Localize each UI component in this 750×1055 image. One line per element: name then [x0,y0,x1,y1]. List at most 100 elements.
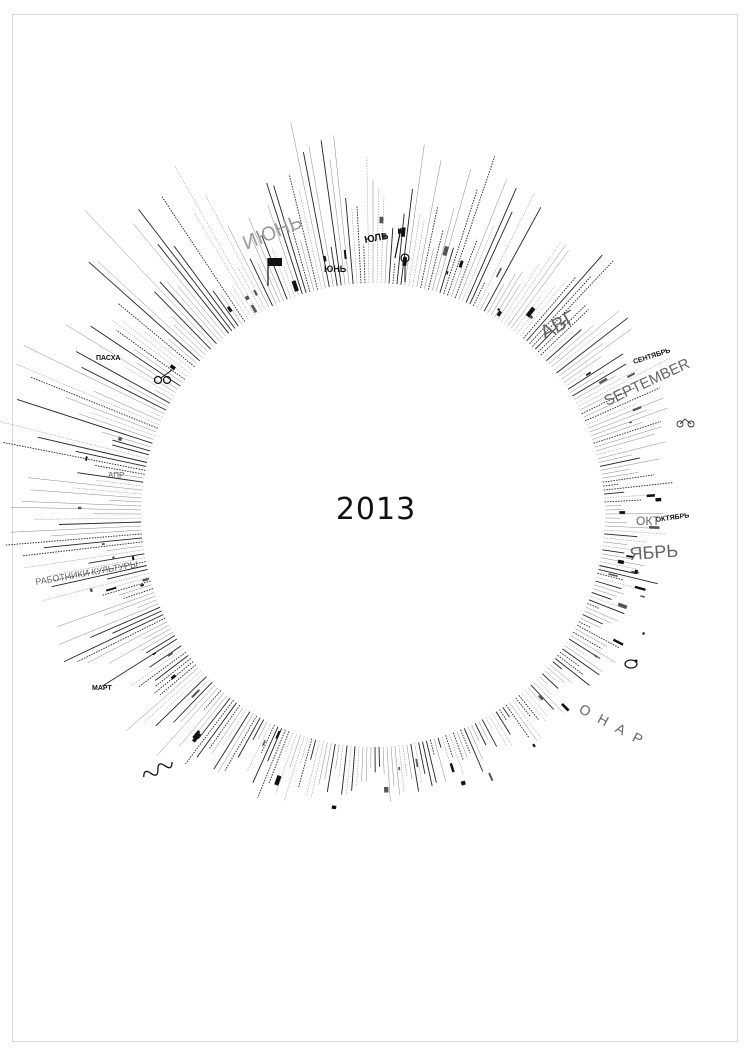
day-ray [346,745,352,795]
day-marker [655,497,662,502]
day-marker [495,267,502,278]
day-ray [160,195,246,322]
day-ray [561,328,632,380]
day-ray [103,595,156,616]
day-ray [37,436,148,463]
day-ray [517,285,556,334]
day-ray [204,193,266,310]
day-marker [497,308,501,312]
day-ray [376,188,379,284]
day-ray [72,487,142,495]
day-ray [229,291,249,320]
day-ray [21,501,142,507]
day-marker [619,511,626,514]
day-marker [191,732,202,743]
day-ray [582,614,603,625]
day-ray [63,614,164,663]
day-ray [574,375,617,400]
day-ray [15,363,160,425]
day-marker [101,543,105,546]
day-ray [59,603,159,645]
day-ray [576,624,620,649]
day-ray [386,746,391,802]
day-marker [343,249,347,260]
day-marker [77,506,82,510]
day-ray [404,144,425,286]
day-ray [597,447,624,456]
day-ray [249,258,274,307]
day-ray [390,746,395,787]
day-ray [266,182,303,295]
day-ray [173,324,206,356]
day-marker [117,436,123,442]
day-ray [356,205,362,284]
day-ray [559,651,580,667]
day-ray [57,592,155,627]
day-ray [107,568,148,580]
day-ray [288,173,319,290]
day-ray [90,606,161,638]
day-ray [51,529,142,537]
day-ray [566,642,588,657]
day-marker [170,674,177,680]
day-marker [167,651,174,657]
day-ray [518,695,539,720]
day-ray [485,717,493,730]
day-marker [532,743,536,748]
day-ray [594,584,624,595]
day-ray [27,477,143,491]
day-ray [500,263,540,322]
day-ray [598,568,658,585]
day-ray [75,351,171,404]
day-ray [30,376,158,429]
day-ray [378,746,380,767]
day-ray [541,673,559,689]
day-marker [152,652,157,656]
day-ray [24,549,144,569]
day-ray [124,366,174,397]
day-ray [439,247,454,294]
day-ray [217,713,254,773]
day-ray [380,196,385,284]
day-ray [599,457,640,467]
day-ray [164,673,204,711]
day-ray [127,384,169,407]
easter-label: ПАСХА [96,355,120,362]
day-ray [302,152,330,288]
day-marker [525,306,536,318]
day-marker [169,364,176,371]
day-ray [155,676,207,727]
day-marker [585,371,592,377]
day-ray [143,624,169,640]
day-ray [546,329,582,362]
day-ray [489,715,507,746]
day-ray [543,329,574,358]
day-ray [318,742,328,785]
day-ray [41,573,149,602]
day-ray [150,411,163,418]
day-ray [283,736,305,802]
day-ray [9,506,142,511]
poster-frame [12,14,738,1042]
day-ray [173,681,213,723]
day-ray [572,631,602,650]
day-ray [604,491,625,495]
day-ray [310,739,317,760]
day-ray [604,533,638,538]
day-marker [629,421,633,424]
month-august-label: АВГ [537,306,581,344]
day-ray [548,325,594,364]
day-ray [584,610,612,624]
balloon-icon [400,253,410,282]
day-ray [167,282,220,342]
day-ray [600,458,660,471]
day-ray [171,316,209,353]
day-ray [283,265,295,297]
day-ray [414,743,423,783]
day-ray [249,234,281,303]
day-ray [588,397,664,429]
day-ray [539,676,548,685]
day-ray [149,645,182,668]
day-ray [133,348,183,383]
